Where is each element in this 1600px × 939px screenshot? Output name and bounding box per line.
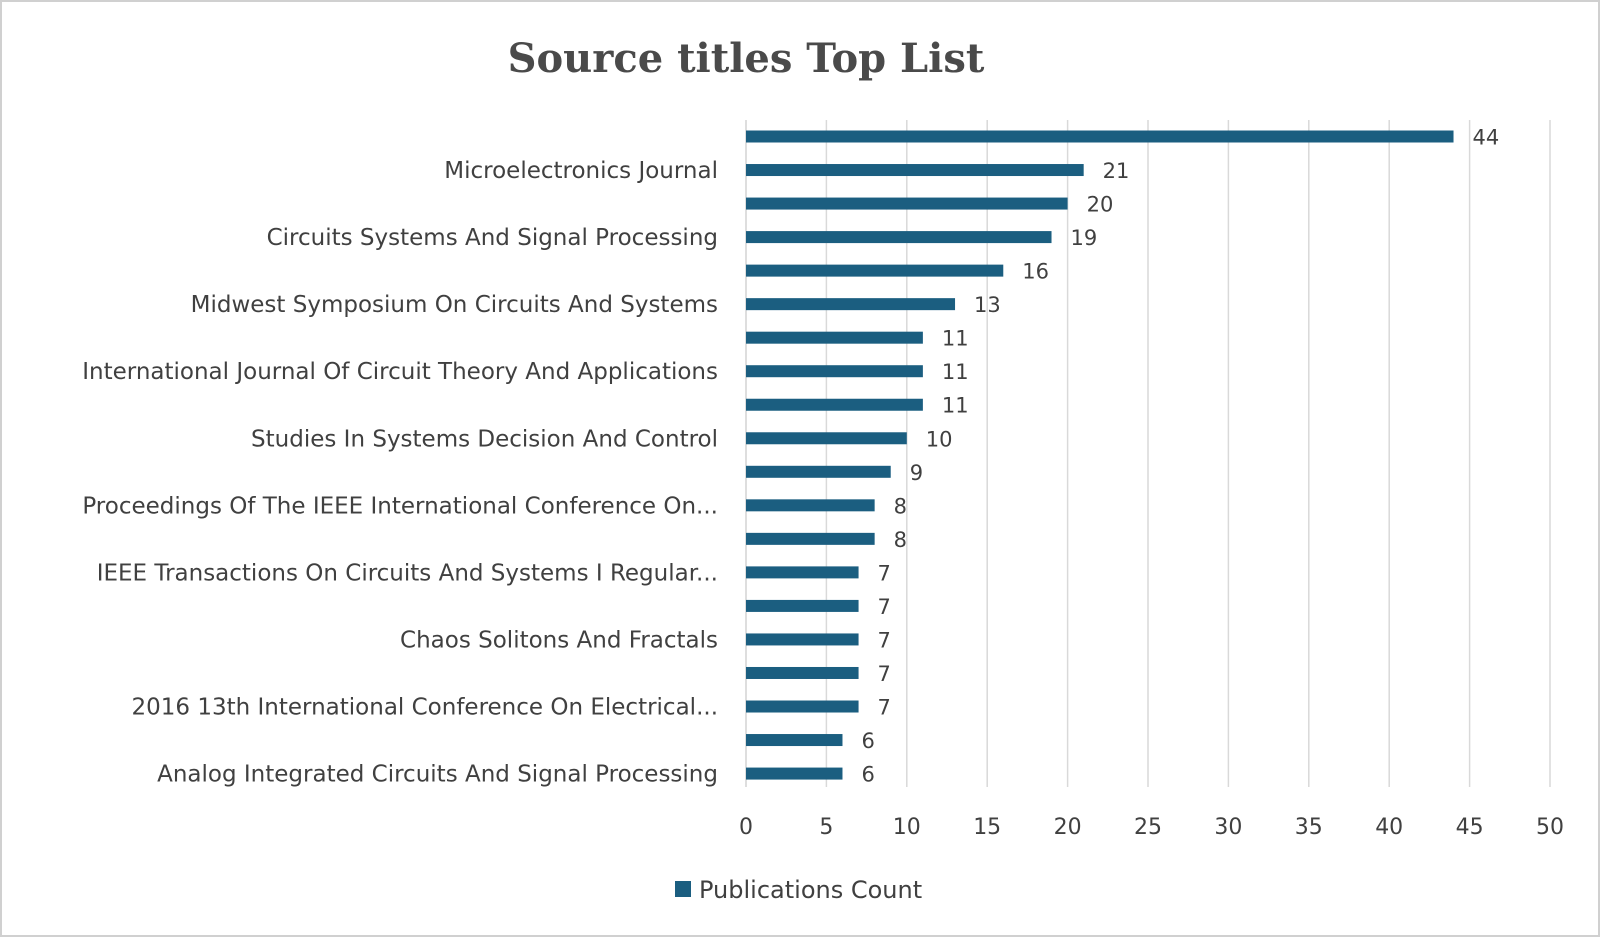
data-label: 9 bbox=[910, 461, 923, 485]
data-label: 11 bbox=[942, 327, 969, 351]
gridlines bbox=[745, 120, 1551, 787]
category-label: International Journal Of Circuit Theory … bbox=[82, 359, 718, 385]
x-tick-label: 35 bbox=[1295, 815, 1323, 840]
data-label: 11 bbox=[942, 394, 969, 418]
data-label: 7 bbox=[878, 595, 891, 619]
bar[interactable] bbox=[746, 566, 859, 579]
bar[interactable] bbox=[746, 499, 875, 512]
category-label: 2016 13th International Conference On El… bbox=[132, 695, 719, 721]
data-label: 13 bbox=[974, 293, 1001, 317]
category-label: Circuits Systems And Signal Processing bbox=[267, 225, 718, 251]
data-label: 6 bbox=[861, 763, 874, 787]
data-label: 16 bbox=[1022, 260, 1049, 284]
bar[interactable] bbox=[746, 298, 956, 311]
data-label: 7 bbox=[878, 662, 891, 686]
bar[interactable] bbox=[746, 633, 859, 646]
data-label: 19 bbox=[1071, 226, 1098, 250]
x-tick-label: 30 bbox=[1214, 815, 1242, 840]
legend[interactable]: Publications Count bbox=[675, 876, 922, 904]
bar[interactable] bbox=[746, 734, 843, 747]
chart-title: Source titles Top List bbox=[508, 35, 985, 82]
data-label: 8 bbox=[894, 528, 907, 552]
category-labels: Microelectronics Journal Circuits Systems… bbox=[82, 158, 718, 788]
legend-label: Publications Count bbox=[699, 876, 922, 904]
x-tick-label: 0 bbox=[739, 815, 753, 840]
bar[interactable] bbox=[746, 365, 923, 378]
x-tick-label: 50 bbox=[1536, 815, 1564, 840]
data-label: 7 bbox=[878, 696, 891, 720]
data-label: 10 bbox=[926, 427, 953, 451]
bar[interactable] bbox=[746, 432, 907, 445]
category-label: Analog Integrated Circuits And Signal Pr… bbox=[157, 762, 718, 788]
bar[interactable] bbox=[746, 164, 1084, 177]
data-label: 7 bbox=[878, 628, 891, 652]
x-tick-label: 5 bbox=[819, 815, 833, 840]
data-label: 44 bbox=[1473, 126, 1500, 150]
category-label: Proceedings Of The IEEE International Co… bbox=[82, 493, 718, 519]
legend-swatch bbox=[675, 881, 691, 897]
bar[interactable] bbox=[746, 231, 1052, 244]
category-label: Microelectronics Journal bbox=[444, 158, 718, 184]
bar[interactable] bbox=[746, 197, 1068, 210]
data-label: 6 bbox=[861, 729, 874, 753]
bars bbox=[746, 130, 1454, 780]
bar[interactable] bbox=[746, 532, 875, 545]
bar[interactable] bbox=[746, 700, 859, 713]
x-tick-label: 25 bbox=[1134, 815, 1162, 840]
data-label: 21 bbox=[1103, 159, 1130, 183]
category-label: Midwest Symposium On Circuits And System… bbox=[191, 292, 718, 318]
category-label: Studies In Systems Decision And Control bbox=[251, 426, 718, 452]
data-label: 7 bbox=[878, 561, 891, 585]
data-label: 11 bbox=[942, 360, 969, 384]
x-tick-label: 15 bbox=[973, 815, 1001, 840]
bar[interactable] bbox=[746, 130, 1454, 143]
x-tick-label: 40 bbox=[1375, 815, 1403, 840]
bar[interactable] bbox=[746, 264, 1004, 277]
x-tick-label: 45 bbox=[1456, 815, 1484, 840]
data-label: 8 bbox=[894, 494, 907, 518]
data-label: 20 bbox=[1087, 193, 1114, 217]
bar[interactable] bbox=[746, 331, 923, 344]
bar[interactable] bbox=[746, 398, 923, 411]
x-axis-ticks: 0 5 10 15 20 25 30 35 40 45 50 bbox=[739, 815, 1564, 840]
category-label: IEEE Transactions On Circuits And System… bbox=[97, 560, 718, 586]
bar[interactable] bbox=[746, 465, 891, 478]
bar[interactable] bbox=[746, 666, 859, 679]
bar[interactable] bbox=[746, 599, 859, 612]
x-tick-label: 10 bbox=[893, 815, 921, 840]
category-label: Chaos Solitons And Fractals bbox=[400, 627, 718, 653]
bar[interactable] bbox=[746, 767, 843, 780]
x-tick-label: 20 bbox=[1054, 815, 1082, 840]
